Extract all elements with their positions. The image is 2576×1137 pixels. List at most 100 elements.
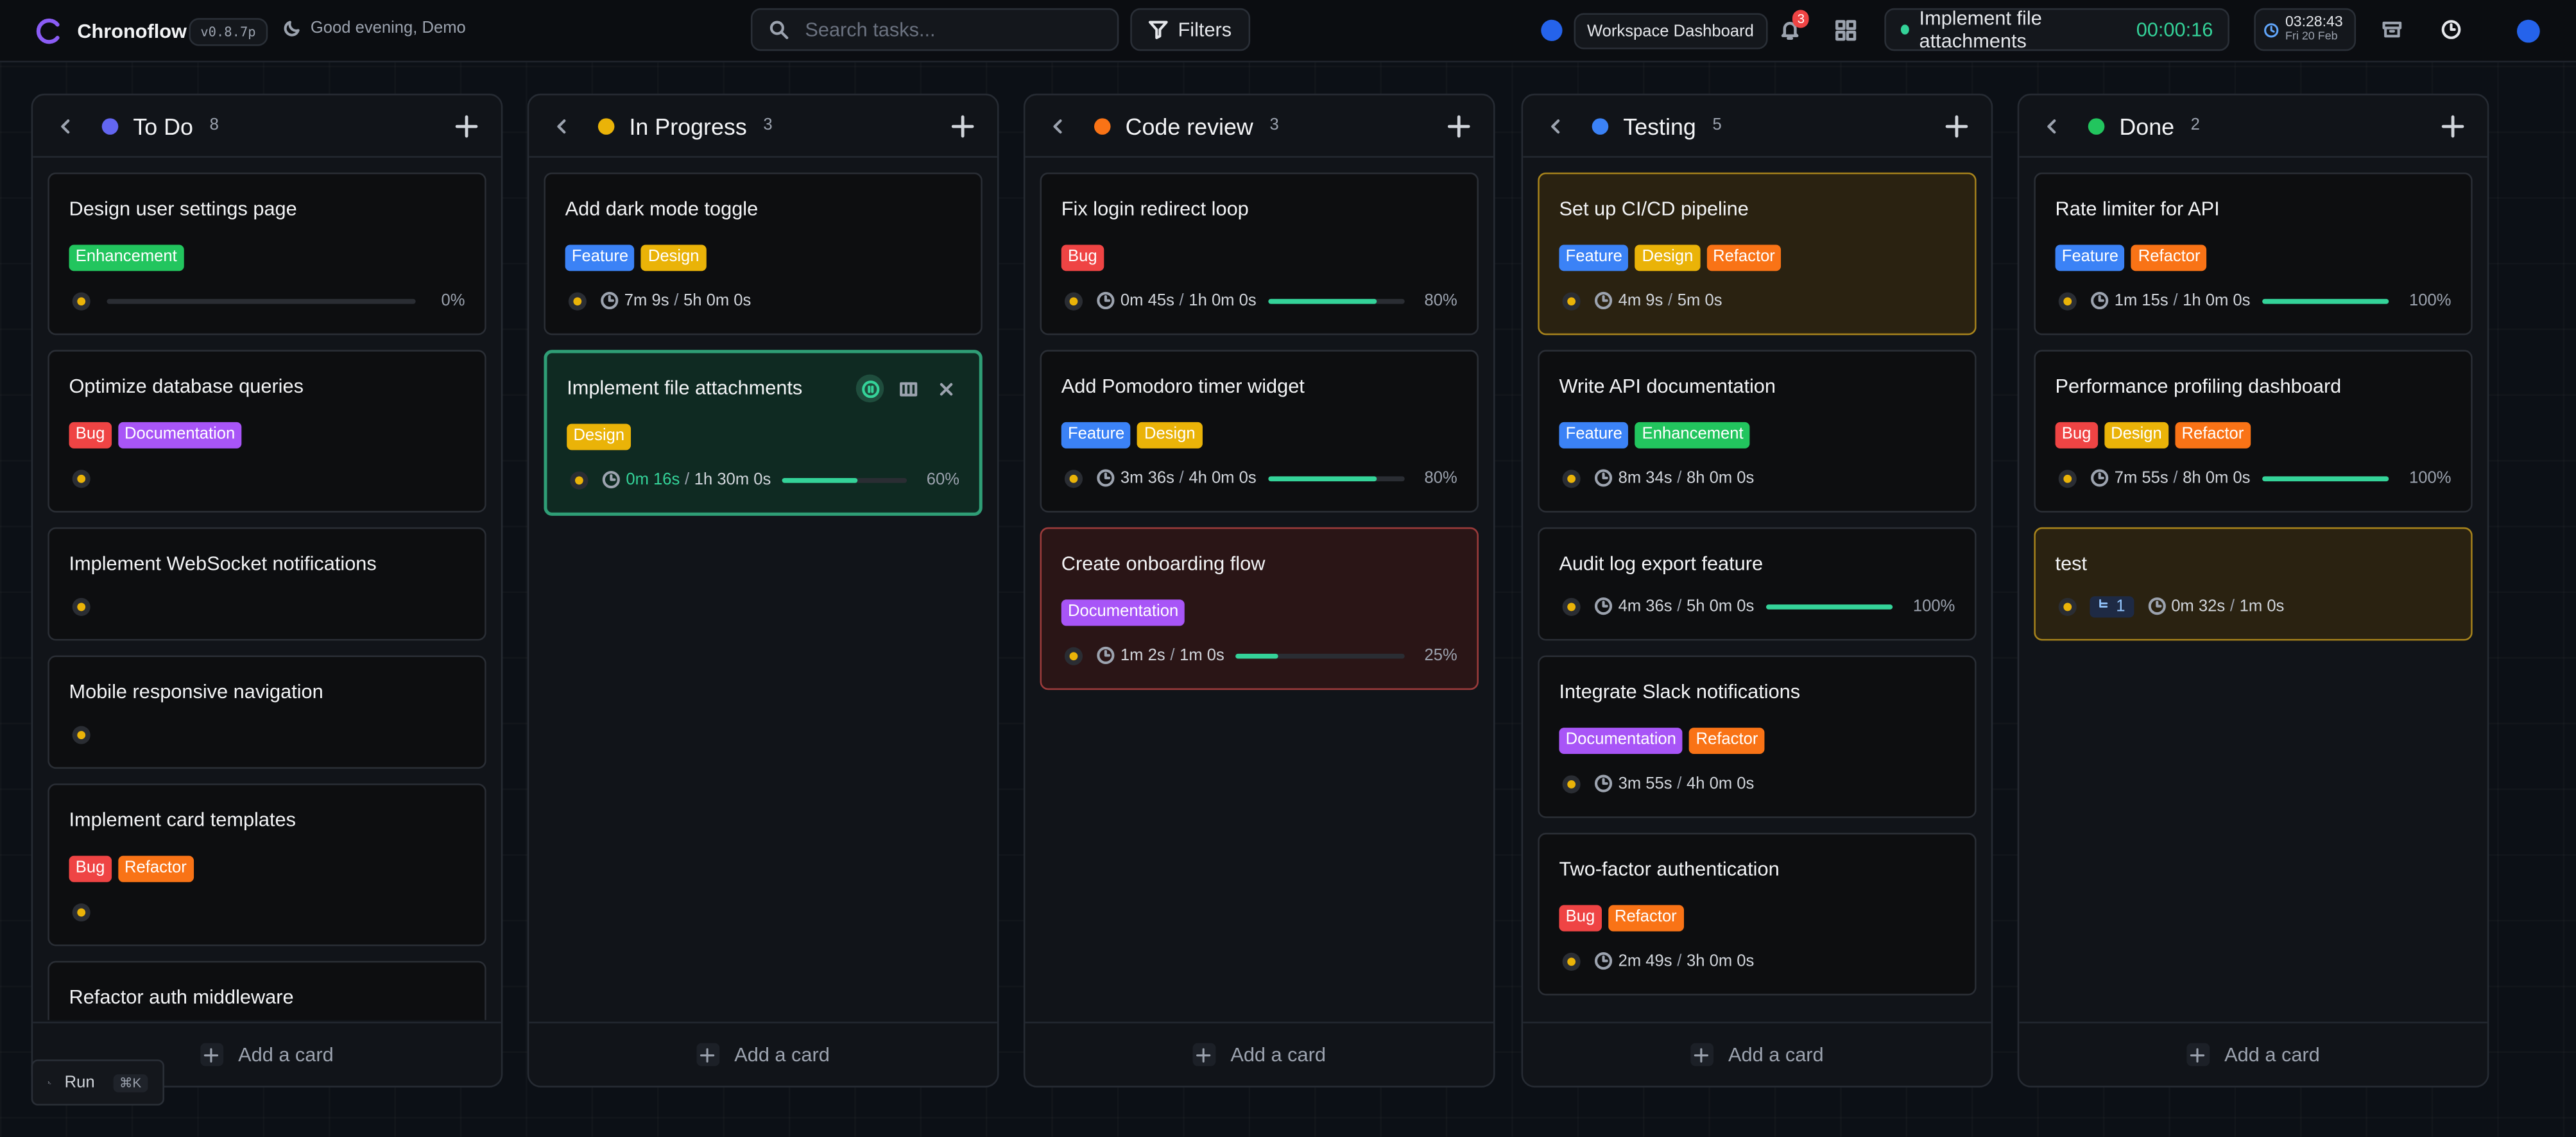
- time-tracking: 1m 15s / 1h 0m 0s: [2090, 291, 2250, 311]
- progress-track: [1765, 603, 1894, 609]
- add-icon: [696, 1043, 720, 1066]
- add-card-button[interactable]: Add a card: [33, 1022, 501, 1086]
- collapse-button[interactable]: [1048, 115, 1068, 135]
- time-tracking: 0m 45s / 1h 0m 0s: [1096, 291, 1257, 311]
- tag: Feature: [565, 244, 635, 271]
- task-card[interactable]: Set up CI/CD pipeline Feature Design Refact…: [1538, 172, 1977, 336]
- add-button[interactable]: [951, 114, 974, 137]
- column-color-dot: [2088, 117, 2105, 134]
- assignee-avatar: [2058, 597, 2077, 615]
- add-card-label: Add a card: [1230, 1043, 1326, 1066]
- add-card-button[interactable]: Add a card: [529, 1022, 997, 1086]
- time-separator: /: [1677, 468, 1682, 488]
- progress-track: [2262, 298, 2390, 303]
- add-card-label: Add a card: [1728, 1043, 1824, 1066]
- column-header: Testing 5: [1523, 95, 1991, 158]
- assignee-avatar: [1064, 468, 1083, 488]
- card-title: Two-factor authentication: [1559, 857, 1780, 881]
- task-card[interactable]: Implement WebSocket notifications: [47, 527, 486, 641]
- column-color-dot: [1592, 117, 1609, 134]
- card-title: Optimize database queries: [69, 374, 304, 398]
- profile-avatar[interactable]: [2516, 19, 2540, 43]
- header: Chronoflow v0.8.7p Good evening, Demo Se…: [0, 0, 2576, 63]
- add-card-button[interactable]: Add a card: [1523, 1022, 1991, 1086]
- close-button[interactable]: [932, 375, 960, 403]
- task-card[interactable]: Add Pomodoro timer widget Feature Design 3m…: [1040, 350, 1479, 513]
- add-icon: [2186, 1043, 2210, 1066]
- task-card[interactable]: Implement card templates Bug Refactor: [47, 783, 486, 946]
- progress-label: 80%: [1424, 468, 1457, 488]
- tag: Design: [567, 423, 631, 450]
- tag: Refactor: [1608, 905, 1683, 932]
- add-card-button[interactable]: Add a card: [1025, 1022, 1494, 1086]
- pause-button[interactable]: [855, 374, 884, 403]
- add-button[interactable]: [1447, 114, 1470, 137]
- search[interactable]: Search tasks...: [750, 8, 1119, 51]
- column-title: Done: [2119, 112, 2175, 139]
- task-card[interactable]: Implement file attachments Design 0m 16s /1…: [544, 350, 983, 516]
- tag-list: Design: [567, 423, 959, 450]
- task-card[interactable]: Add dark mode toggle Feature Design 7m 9s /5…: [544, 172, 983, 336]
- collapse-button[interactable]: [2042, 115, 2062, 135]
- search-placeholder: Search tasks...: [805, 18, 936, 41]
- card-footer: [69, 721, 465, 748]
- run-button[interactable]: Run ⌘K: [31, 1059, 164, 1106]
- task-card[interactable]: Create onboarding flow Documentation 1m 2s…: [1040, 527, 1479, 690]
- time-separator: /: [2173, 468, 2178, 488]
- time-separator: /: [674, 291, 679, 310]
- column-body: Rate limiter for API Feature Refactor 1m 15…: [2034, 172, 2473, 1020]
- time-separator: /: [1677, 952, 1682, 970]
- card-title: Audit log export feature: [1559, 552, 1764, 575]
- clock-icon: [599, 291, 619, 311]
- assignee-avatar: [2058, 291, 2077, 310]
- assignee-avatar: [1562, 468, 1581, 488]
- greeting-text: Good evening, Demo: [310, 19, 466, 37]
- time-tracking: 0m 16s /1h 30m 0s: [601, 470, 771, 490]
- column-count: 3: [763, 116, 773, 135]
- add-button[interactable]: [1945, 114, 1968, 137]
- active-timer[interactable]: Implement file attachments 00:00:16: [1884, 6, 2229, 53]
- task-card[interactable]: Write API documentation Feature Enhancemen…: [1538, 350, 1977, 513]
- task-card[interactable]: Audit log export feature 4m 36s / 5h 0m 0s 1…: [1538, 527, 1977, 641]
- collapse-button[interactable]: [56, 115, 76, 135]
- add-button[interactable]: [2441, 114, 2464, 137]
- task-card[interactable]: test 1 0m 32s/1m 0s: [2034, 527, 2473, 641]
- tag-list: Bug Refactor: [69, 855, 465, 882]
- column: In Progress 3 Add dark mode toggle Feature D…: [527, 93, 999, 1088]
- task-card[interactable]: Mobile responsive navigation: [47, 655, 486, 769]
- tag: Bug: [2055, 422, 2098, 449]
- collapse-button[interactable]: [1546, 115, 1566, 135]
- split-button[interactable]: [894, 375, 922, 403]
- tag: Enhancement: [69, 244, 184, 271]
- time-tracking: 0m 32s/1m 0s: [2147, 596, 2284, 616]
- tag-list: Documentation: [1061, 599, 1457, 626]
- workspace-button[interactable]: Workspace Dashboard: [1574, 13, 1767, 49]
- time-separator: /: [2173, 291, 2178, 310]
- collapse-button[interactable]: [552, 115, 572, 135]
- history-button[interactable]: [2441, 20, 2461, 40]
- task-card[interactable]: Two-factor authentication Bug Refactor 2m 4…: [1538, 832, 1977, 996]
- task-card[interactable]: Refactor auth middleware: [47, 961, 486, 1020]
- filters-button[interactable]: Filters: [1130, 8, 1250, 51]
- user-avatar[interactable]: [1541, 19, 1563, 41]
- task-card[interactable]: Fix login redirect loop Bug 0m 45s / 1h 0m 0…: [1040, 172, 1479, 336]
- add-card-button[interactable]: Add a card: [2019, 1022, 2487, 1086]
- task-card[interactable]: Rate limiter for API Feature Refactor 1m 15…: [2034, 172, 2473, 336]
- notifications[interactable]: 3: [1779, 10, 1810, 41]
- progress-track: [1267, 475, 1405, 481]
- add-button[interactable]: [455, 114, 478, 137]
- assignee-avatar: [72, 291, 90, 310]
- task-card[interactable]: Design user settings page Enhancement 0%: [47, 172, 486, 336]
- archive-button[interactable]: [2382, 20, 2402, 40]
- task-card[interactable]: Optimize database queries Bug Documentatio…: [47, 350, 486, 513]
- progress-label: 60%: [926, 470, 960, 489]
- task-card[interactable]: Integrate Slack notifications Documentati…: [1538, 655, 1977, 818]
- time-spent: 0m 16s: [626, 470, 680, 489]
- tag: Bug: [1061, 244, 1104, 271]
- layout-button[interactable]: [1835, 20, 1857, 41]
- card-footer: 0%: [69, 287, 465, 314]
- add-icon: [200, 1043, 224, 1066]
- clock-icon: [1096, 291, 1116, 311]
- progress-label: 100%: [2409, 468, 2451, 488]
- task-card[interactable]: Performance profiling dashboard Bug Design…: [2034, 350, 2473, 513]
